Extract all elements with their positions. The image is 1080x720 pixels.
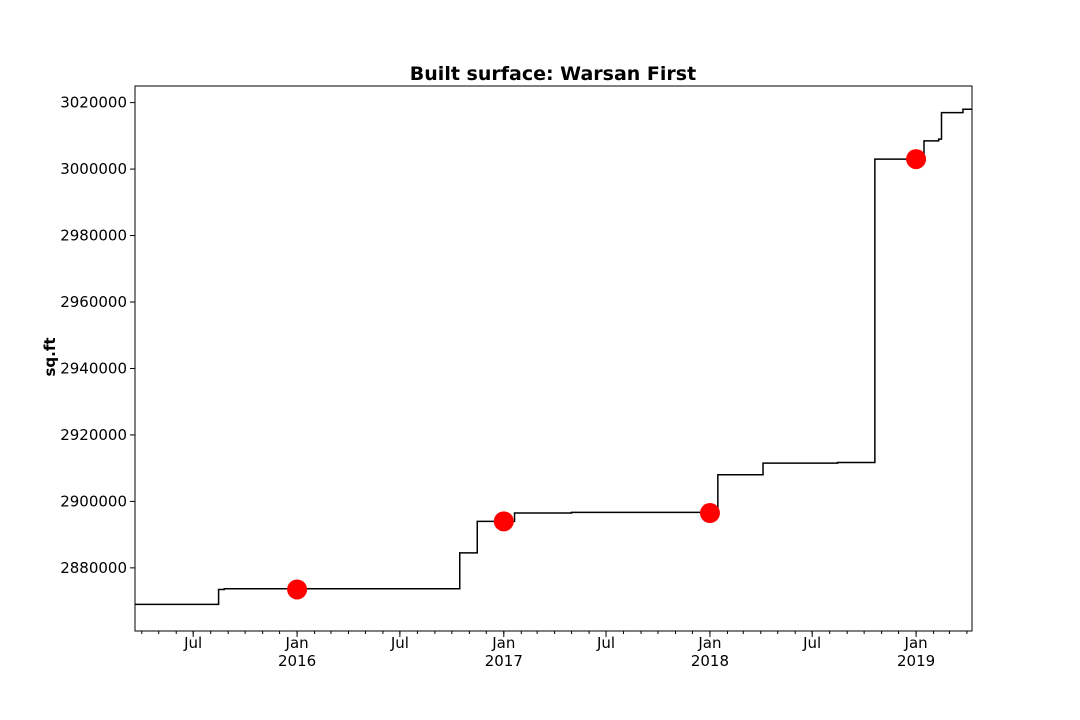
data-point-marker: [906, 149, 927, 170]
chart-title: Built surface: Warsan First: [410, 63, 696, 85]
x-tick-label: Jul: [802, 634, 821, 652]
x-tick-label: Jul: [596, 634, 615, 652]
y-tick-label: 2960000: [60, 293, 127, 311]
x-tick-label: Jan: [285, 634, 309, 652]
x-tick-label: Jul: [390, 634, 409, 652]
plot-frame: [134, 85, 973, 632]
x-tick-year-label: 2019: [897, 652, 935, 670]
y-tick-label: 2880000: [60, 559, 127, 577]
x-tick-label: Jul: [183, 634, 202, 652]
x-tick-year-label: 2018: [691, 652, 729, 670]
y-tick-label: 2980000: [60, 227, 127, 245]
data-point-marker: [493, 511, 514, 532]
y-tick-label: 2900000: [60, 492, 127, 510]
data-point-marker: [287, 579, 308, 600]
x-tick-label: Jan: [697, 634, 721, 652]
data-point-marker: [699, 503, 720, 524]
series-step-line: [135, 108, 972, 606]
x-tick-label: Jan: [904, 634, 928, 652]
x-tick-year-label: 2017: [485, 652, 523, 670]
x-tick-label: Jan: [491, 634, 515, 652]
y-tick-label: 3020000: [60, 94, 127, 112]
x-tick-year-label: 2016: [278, 652, 316, 670]
y-tick-label: 3000000: [60, 160, 127, 178]
plot-area: 2880000 2900000 2920000 2940000 2960000 29800…: [60, 94, 972, 670]
y-tick-label: 2940000: [60, 359, 127, 377]
y-tick-label: 2920000: [60, 426, 127, 444]
y-axis-label: sq.ft: [41, 337, 59, 376]
